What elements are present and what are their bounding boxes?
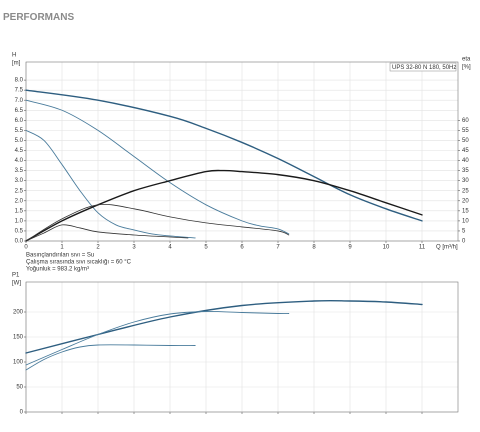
y-tick-label: 2.0 — [15, 198, 24, 204]
y-axis-unit: [W] — [12, 281, 21, 287]
y2-tick-label: 50 — [462, 138, 469, 144]
curve — [25, 299, 423, 354]
y2-tick-label: 60 — [462, 118, 469, 124]
y-tick-label: 200 — [13, 310, 24, 316]
curve — [25, 204, 290, 242]
y-tick-label: 7.0 — [15, 98, 24, 104]
y-tick-label: 1.0 — [15, 218, 24, 224]
y2-tick-label: 15 — [462, 208, 469, 214]
y-tick-label: 2.5 — [15, 188, 24, 194]
y-tick-label: 50 — [16, 385, 23, 391]
y-axis-label: P1 — [12, 273, 20, 279]
curve — [25, 129, 196, 239]
plot-frame — [25, 281, 459, 413]
x-tick-label: 7 — [276, 245, 280, 251]
x-tick-label: 1 — [60, 245, 64, 251]
model-box — [389, 62, 457, 72]
y-tick-label: 5.0 — [15, 138, 24, 144]
y-tick-label: 6.0 — [15, 118, 24, 124]
y2-tick-label: 40 — [462, 158, 469, 164]
y-tick-label: 100 — [13, 360, 24, 366]
y-tick-label: 5.5 — [15, 128, 24, 134]
page-title: PERFORMANS — [3, 12, 74, 23]
curve — [25, 89, 423, 222]
x-tick-label: 10 — [383, 245, 390, 251]
y-tick-label: 150 — [13, 335, 24, 341]
x-tick-label: 4 — [168, 245, 172, 251]
y-tick-label: 3.5 — [15, 168, 24, 174]
y-tick-label: 4.0 — [15, 158, 24, 164]
y-tick-label: 1.5 — [15, 208, 24, 214]
y2-tick-label: 0 — [462, 239, 466, 245]
y-tick-label: 0.0 — [15, 239, 24, 245]
y-tick-label: 4.5 — [15, 148, 24, 154]
y-tick-label: 7.5 — [15, 88, 24, 94]
y2-tick-label: 20 — [462, 198, 469, 204]
x-tick-label: 5 — [204, 245, 208, 251]
x-tick-label: 9 — [348, 245, 352, 251]
y2-tick-label: 55 — [462, 128, 469, 134]
x-tick-label: 0 — [24, 245, 28, 251]
y-axis-unit: [m] — [12, 61, 21, 67]
y-tick-label: 8.0 — [15, 78, 24, 84]
y-tick-label: 0 — [20, 410, 24, 416]
curve — [25, 169, 423, 242]
x-tick-label: 11 — [419, 245, 426, 251]
x-tick-label: 6 — [240, 245, 244, 251]
plot-frame — [25, 61, 459, 242]
note: Basınçlandırılan sıvı = Su — [26, 253, 94, 259]
x-tick-label: 2 — [96, 245, 100, 251]
model-label: UPS 32-80 N 180, 50Hz — [392, 65, 456, 71]
x-axis-label: Q [m³/h] — [436, 245, 458, 251]
y2-tick-label: 30 — [462, 178, 469, 184]
curve — [25, 344, 196, 371]
curve — [25, 224, 189, 242]
y2-tick-label: 35 — [462, 168, 469, 174]
y-tick-label: 0.5 — [15, 229, 24, 235]
y2-axis-unit: [%] — [462, 65, 471, 71]
y2-axis-label: eta — [462, 57, 471, 63]
note: Yoğunluk = 983.2 kg/m³ — [26, 267, 89, 273]
x-tick-label: 8 — [312, 245, 316, 251]
y-axis-label: H — [12, 53, 16, 59]
y-tick-label: 6.5 — [15, 108, 24, 114]
curve — [25, 311, 290, 366]
y2-tick-label: 25 — [462, 188, 469, 194]
y2-tick-label: 5 — [462, 229, 466, 235]
x-tick-label: 3 — [132, 245, 136, 251]
y2-tick-label: 45 — [462, 148, 469, 154]
y-tick-label: 3.0 — [15, 178, 24, 184]
note: Çalışma sırasında sıvı sıcaklığı = 60 °C — [26, 260, 132, 266]
curve — [25, 99, 290, 235]
y2-tick-label: 10 — [462, 218, 469, 224]
